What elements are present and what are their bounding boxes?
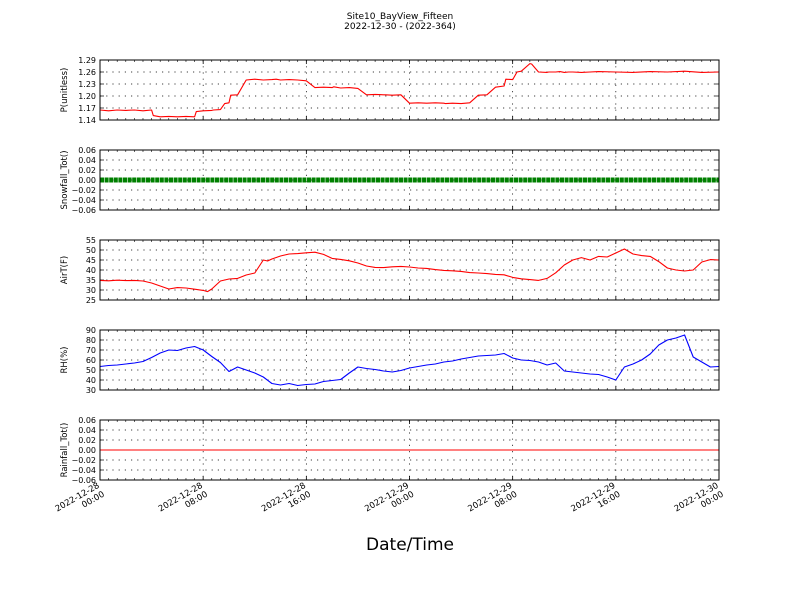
y-tick-label: 0.02 bbox=[78, 166, 96, 175]
y-tick-label: 0.00 bbox=[78, 176, 96, 185]
plot-frame bbox=[99, 329, 720, 391]
y-tick-label: −0.06 bbox=[71, 206, 96, 215]
y-tick-label: −0.06 bbox=[71, 476, 96, 485]
y-tick-label: 0.04 bbox=[78, 156, 96, 165]
y-axis-label: RH(%) bbox=[60, 346, 70, 373]
plot-frame bbox=[99, 239, 720, 301]
y-tick-label: 30 bbox=[86, 386, 96, 395]
y-tick-label: 45 bbox=[86, 256, 96, 265]
y-tick-label: 1.14 bbox=[78, 116, 96, 125]
x-tick-label: 2022-12-2916:00 bbox=[570, 481, 623, 523]
y-axis-label: AirT(F) bbox=[60, 256, 70, 284]
y-tick-label: 70 bbox=[86, 346, 96, 355]
panel-1: 1.29 1.26 1.23 1.20 1.17 1.14 P(unitless) bbox=[60, 56, 720, 125]
y-tick-label: 1.29 bbox=[78, 56, 96, 65]
series-line-0 bbox=[99, 63, 720, 118]
y-tick-label: 40 bbox=[86, 376, 96, 385]
y-tick-label: 1.20 bbox=[78, 92, 96, 101]
y-tick-label: 1.23 bbox=[78, 80, 96, 89]
plot-frame bbox=[99, 149, 720, 211]
x-axis-label: Date/Time bbox=[366, 535, 454, 555]
y-tick-label: 60 bbox=[86, 356, 96, 365]
y-tick-label: 1.26 bbox=[78, 68, 96, 77]
x-tick-label: 2022-12-2800:00 bbox=[54, 481, 107, 523]
y-tick-label: 1.17 bbox=[78, 104, 96, 113]
y-tick-label: 30 bbox=[86, 286, 96, 295]
y-tick-label: 35 bbox=[86, 276, 96, 285]
y-tick-label: 50 bbox=[86, 366, 96, 375]
y-tick-label: 0.06 bbox=[78, 416, 96, 425]
x-tick-label: 2022-12-2908:00 bbox=[466, 481, 519, 523]
y-tick-label: −0.04 bbox=[71, 196, 96, 205]
y-tick-label: 0.04 bbox=[78, 426, 96, 435]
y-axis-label: Rainfall_Tot() bbox=[60, 423, 70, 478]
x-tick-label: 2022-12-2808:00 bbox=[157, 481, 210, 523]
y-tick-label: 80 bbox=[86, 336, 96, 345]
panels: 1.291.261.231.201.171.14P(unitless)0.060… bbox=[60, 56, 720, 485]
y-tick-label: 0.00 bbox=[78, 446, 96, 455]
y-axis-label: Snowfall_Tot() bbox=[60, 150, 70, 209]
y-tick-label: −0.02 bbox=[71, 186, 96, 195]
panel-2: 0.060.040.020.00−0.02−0.04−0.06Snowfall_… bbox=[60, 146, 720, 215]
y-tick-label: −0.02 bbox=[71, 456, 96, 465]
plot-frame bbox=[99, 59, 720, 121]
series-line-0 bbox=[99, 334, 720, 387]
y-tick-label: 0.02 bbox=[78, 436, 96, 445]
y-axis-label: P(unitless) bbox=[60, 68, 70, 113]
x-tick-label: 2022-12-2900:00 bbox=[363, 481, 416, 523]
figure-title-line2: 2022-12-30 - (2022-364) bbox=[344, 22, 456, 32]
x-tick-label: 2022-12-3000:00 bbox=[673, 481, 726, 523]
series-line-0 bbox=[99, 248, 720, 293]
panel-5: 0.060.040.020.00−0.02−0.04−0.06Rainfall_… bbox=[60, 416, 720, 485]
y-tick-label: 25 bbox=[86, 296, 96, 305]
y-tick-label: 0.06 bbox=[78, 146, 96, 155]
x-axis-ticks: 2022-12-2800:00 2022-12-2808:00 2022-12-28… bbox=[54, 481, 726, 523]
x-tick-label: 2022-12-2816:00 bbox=[260, 481, 313, 523]
plot-frame bbox=[99, 419, 720, 481]
y-tick-label: 55 bbox=[86, 236, 96, 245]
y-tick-label: 90 bbox=[86, 326, 96, 335]
y-tick-label: 50 bbox=[86, 246, 96, 255]
y-tick-label: 40 bbox=[86, 266, 96, 275]
y-tick-label: −0.04 bbox=[71, 466, 96, 475]
figure-title-line1: Site10_BayView_Fifteen bbox=[347, 12, 453, 22]
